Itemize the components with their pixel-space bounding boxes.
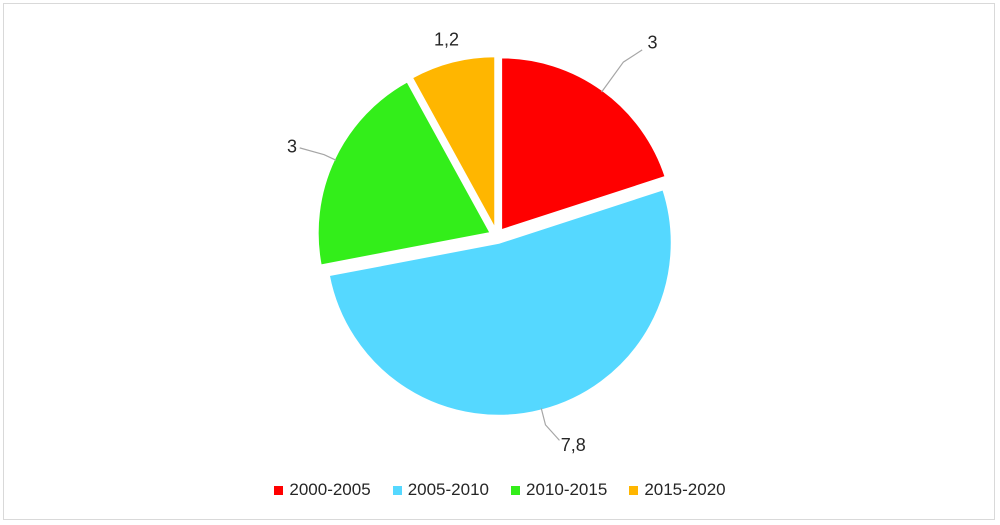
leader-line-2005-2010 bbox=[540, 408, 560, 441]
data-label-2015-2020: 1,2 bbox=[434, 29, 459, 49]
legend-swatch bbox=[629, 485, 639, 495]
data-label-2005-2010: 7,8 bbox=[561, 435, 586, 455]
legend-swatch bbox=[392, 485, 402, 495]
leader-line-2000-2005 bbox=[601, 49, 643, 93]
legend-item-2000-2005: 2000-2005 bbox=[274, 480, 371, 500]
legend-swatch bbox=[274, 485, 284, 495]
data-label-2010-2015: 3 bbox=[287, 137, 297, 157]
legend-label: 2000-2005 bbox=[289, 480, 371, 499]
pie-slice-2015-2020 bbox=[410, 55, 497, 230]
legend: 2000-2005 2005-2010 2010-2015 2015-2020 bbox=[0, 477, 1000, 503]
legend-label: 2005-2010 bbox=[407, 480, 489, 499]
legend-item-2010-2015: 2010-2015 bbox=[511, 480, 607, 500]
legend-label: 2015-2020 bbox=[644, 480, 726, 499]
legend-swatch bbox=[511, 485, 520, 495]
data-labels: 3 7,8 3 1,2 bbox=[287, 29, 658, 455]
leader-lines bbox=[299, 49, 643, 441]
leader-line-2010-2015 bbox=[299, 147, 337, 161]
data-label-2000-2005: 3 bbox=[647, 33, 657, 53]
legend-item-2015-2020: 2015-2020 bbox=[629, 480, 726, 500]
legend-item-2005-2010: 2005-2010 bbox=[392, 480, 489, 500]
pie-slices bbox=[316, 55, 673, 417]
legend-label: 2010-2015 bbox=[526, 480, 608, 499]
